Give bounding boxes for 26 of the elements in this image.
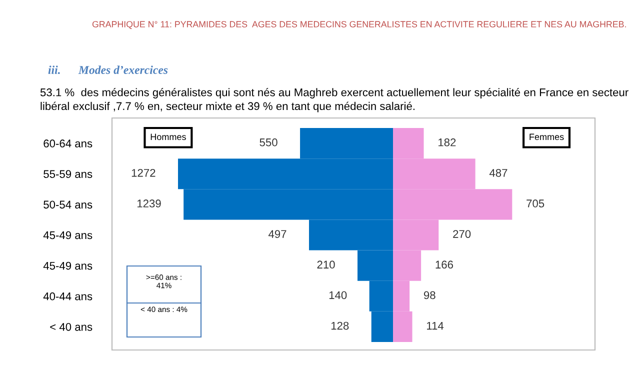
data-label: 497 [268, 230, 286, 238]
y-tick-label: 55-59 ans [44, 170, 92, 178]
y-tick-label: 60-64 ans [44, 140, 92, 148]
data-label: 166 [436, 260, 453, 269]
data-label: 270 [453, 230, 471, 238]
data-label: 98 [424, 291, 436, 300]
data-label: 114 [427, 322, 444, 330]
y-tick-label: 50-54 ans [44, 200, 92, 209]
data-label: 182 [438, 138, 456, 146]
y-tick-label: < 40 ans [50, 322, 92, 331]
text: Femmes [530, 134, 564, 140]
text: 53.1 % des médecins généralistes qui sont nés au Maghreb exercent actuellement leur spécialité en France en secteur libéral exclusif ,7.7 % en, secteur mixte et 39 % en tant que médecin salarié. [40, 88, 628, 112]
data-label: 140 [329, 291, 347, 300]
data-label: 705 [526, 200, 544, 208]
data-label: 128 [331, 322, 349, 330]
y-tick-label: 40-44 ans [43, 292, 92, 300]
data-label: 1272 [132, 168, 156, 177]
text: Hommes [150, 134, 186, 140]
data-label: 210 [317, 260, 335, 269]
data-label: 550 [260, 138, 278, 146]
y-tick-label: 45-49 ans [43, 231, 92, 240]
y-tick-label: 45-49 ans [43, 262, 92, 270]
text: iii. Modes d’exercices [48, 66, 168, 74]
chart-title: GRAPHIQUE N° 11: PYRAMIDES DES AGES DES MEDECINS GENERALISTES EN ACTIVITE REGULIERE ET NES AU MAGHREB. [92, 21, 626, 29]
data-label: 1239 [137, 200, 161, 208]
data-label: 487 [489, 168, 508, 177]
